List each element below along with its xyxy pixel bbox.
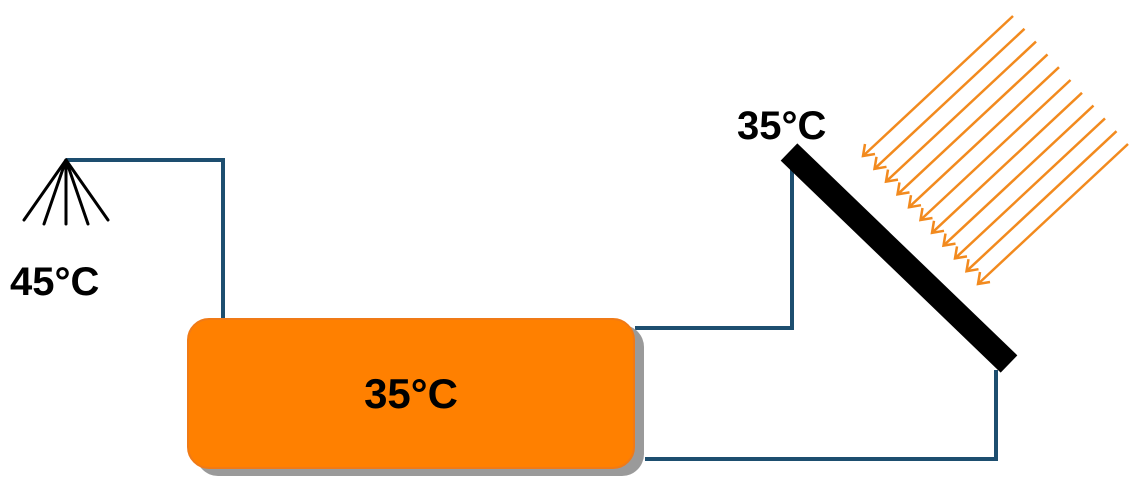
sun-ray (977, 143, 1129, 285)
sun-ray-arrowhead (861, 143, 876, 158)
collector-inlet-pipe (635, 166, 794, 330)
sun-rays-icon (861, 15, 1129, 286)
sun-ray (862, 15, 1014, 157)
sun-ray (919, 79, 1072, 221)
sun-ray-arrowhead (964, 258, 979, 273)
sun-ray-arrowhead (918, 207, 933, 222)
sun-ray-arrowhead (907, 194, 922, 209)
sun-ray-arrowhead (941, 233, 956, 248)
sun-ray (873, 27, 1026, 170)
sun-ray (896, 53, 1049, 196)
shower-head-icon (22, 158, 110, 226)
solar-collector-icon (780, 143, 1018, 373)
collector-temperature: 35°C (737, 104, 827, 148)
sun-ray (965, 130, 1118, 273)
sun-ray (954, 117, 1106, 260)
sun-ray-arrowhead (976, 271, 991, 286)
collector-return-pipe (645, 370, 998, 461)
storage-tank: 35°C (187, 318, 635, 469)
sun-ray-arrowhead (884, 169, 899, 184)
sun-ray-arrowhead (953, 246, 968, 260)
pipes (66, 158, 998, 461)
sun-ray-arrowhead (930, 220, 945, 235)
sun-ray (885, 40, 1037, 183)
sun-ray-arrowhead (872, 156, 887, 171)
sun-ray-arrowhead (895, 182, 910, 196)
sun-ray (908, 66, 1060, 209)
sun-ray (931, 91, 1083, 234)
sun-ray (942, 104, 1095, 247)
hot-water-pipe (66, 158, 225, 325)
tank-temperature: 35°C (364, 369, 458, 417)
shower-temperature: 45°C (10, 260, 100, 304)
